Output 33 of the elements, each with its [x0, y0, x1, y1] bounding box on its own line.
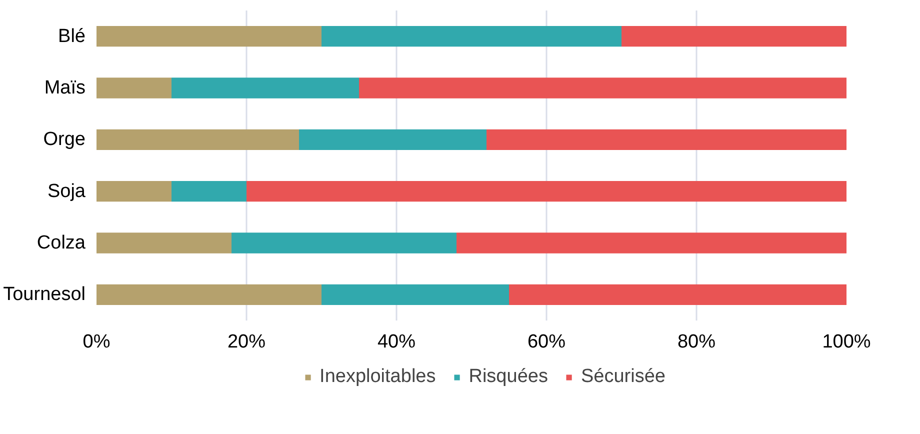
y-tick-label: Colza — [36, 232, 86, 254]
y-tick-label: Blé — [58, 26, 86, 47]
bar — [299, 129, 486, 150]
bar — [456, 232, 846, 254]
bar — [172, 181, 246, 202]
x-tick-label: 100% — [822, 332, 871, 352]
bar — [509, 284, 846, 305]
bar — [172, 78, 359, 98]
bar — [622, 26, 846, 47]
bar — [96, 284, 322, 305]
bar — [96, 232, 232, 254]
bar — [96, 78, 172, 98]
y-tick-label: Tournesol — [3, 284, 86, 306]
bar — [246, 181, 846, 202]
bar — [96, 181, 172, 202]
bar — [96, 129, 299, 150]
y-tick-label: Soja — [47, 180, 86, 202]
bar — [232, 232, 456, 254]
x-tick-label: 20% — [227, 332, 266, 352]
bar — [359, 78, 846, 98]
x-tick-label: 80% — [677, 332, 716, 352]
legend-label: Inexploitables — [320, 366, 436, 388]
legend-label: Risquées — [468, 366, 548, 388]
bar — [96, 26, 322, 47]
x-tick-label: 60% — [527, 332, 566, 352]
legend-label: Sécurisée — [580, 366, 666, 388]
x-tick-label: 40% — [377, 332, 416, 352]
x-tick-label: 0% — [82, 332, 110, 352]
y-tick-label: Orge — [43, 129, 86, 150]
bar — [322, 284, 509, 305]
y-tick-label: Maïs — [44, 78, 86, 98]
bar — [486, 129, 846, 150]
bar — [322, 26, 622, 47]
